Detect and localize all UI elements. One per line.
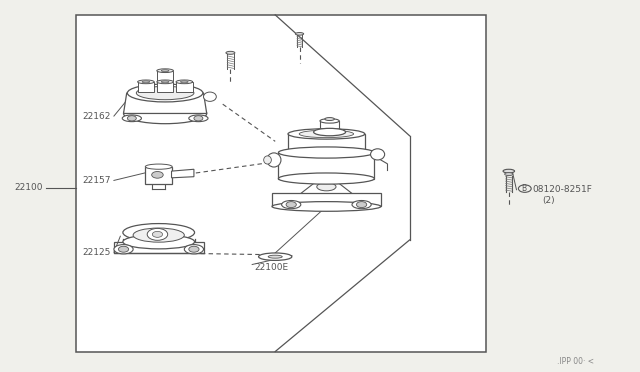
Ellipse shape <box>291 148 362 157</box>
Ellipse shape <box>296 32 304 35</box>
Polygon shape <box>145 167 172 184</box>
Circle shape <box>286 202 296 208</box>
Ellipse shape <box>226 51 235 54</box>
Ellipse shape <box>317 183 336 191</box>
Text: B: B <box>521 184 526 193</box>
Polygon shape <box>301 179 352 193</box>
Ellipse shape <box>136 86 194 100</box>
Ellipse shape <box>272 202 381 211</box>
Circle shape <box>189 246 199 252</box>
Ellipse shape <box>184 245 204 254</box>
Circle shape <box>356 202 367 208</box>
Ellipse shape <box>114 245 133 254</box>
Ellipse shape <box>503 169 515 173</box>
Ellipse shape <box>278 147 374 158</box>
Text: 22162: 22162 <box>82 112 110 121</box>
Ellipse shape <box>138 80 154 84</box>
Ellipse shape <box>123 224 195 241</box>
Ellipse shape <box>324 118 335 121</box>
Ellipse shape <box>157 80 173 84</box>
Circle shape <box>127 116 136 121</box>
Ellipse shape <box>180 81 188 83</box>
Ellipse shape <box>142 81 150 83</box>
Text: 08120-8251F: 08120-8251F <box>532 185 593 194</box>
Ellipse shape <box>352 201 371 209</box>
Ellipse shape <box>288 129 365 139</box>
Polygon shape <box>138 82 154 92</box>
Ellipse shape <box>122 115 141 122</box>
Ellipse shape <box>127 84 203 102</box>
Circle shape <box>152 171 163 178</box>
Ellipse shape <box>300 130 353 138</box>
Circle shape <box>152 231 163 237</box>
Polygon shape <box>157 71 173 81</box>
Polygon shape <box>172 169 194 178</box>
Ellipse shape <box>124 103 207 124</box>
Text: .IPP 00· <: .IPP 00· < <box>557 357 594 366</box>
Bar <box>76 15 486 352</box>
Polygon shape <box>114 242 204 253</box>
Polygon shape <box>124 93 207 113</box>
Polygon shape <box>157 82 173 92</box>
Ellipse shape <box>161 81 169 83</box>
Ellipse shape <box>371 149 385 160</box>
Ellipse shape <box>123 235 195 249</box>
Ellipse shape <box>133 228 184 242</box>
Circle shape <box>194 116 203 121</box>
Ellipse shape <box>161 70 169 71</box>
Text: 22100: 22100 <box>14 183 43 192</box>
Ellipse shape <box>278 173 374 184</box>
Ellipse shape <box>176 80 193 84</box>
Circle shape <box>147 228 168 240</box>
Ellipse shape <box>189 115 208 122</box>
Ellipse shape <box>268 255 282 258</box>
Ellipse shape <box>157 69 173 73</box>
Ellipse shape <box>264 156 271 164</box>
Ellipse shape <box>320 119 339 123</box>
Polygon shape <box>176 82 193 92</box>
Ellipse shape <box>145 164 172 169</box>
Ellipse shape <box>259 253 292 260</box>
Text: 22125: 22125 <box>82 248 110 257</box>
Ellipse shape <box>204 92 216 101</box>
Ellipse shape <box>267 153 281 167</box>
Ellipse shape <box>504 173 513 176</box>
Ellipse shape <box>314 128 346 136</box>
Text: (2): (2) <box>542 196 555 205</box>
Ellipse shape <box>282 201 301 209</box>
Polygon shape <box>278 153 374 179</box>
Text: 22100E: 22100E <box>254 263 288 272</box>
Polygon shape <box>288 134 365 153</box>
Polygon shape <box>272 193 381 206</box>
Text: 22157: 22157 <box>82 176 111 185</box>
Circle shape <box>118 246 129 252</box>
